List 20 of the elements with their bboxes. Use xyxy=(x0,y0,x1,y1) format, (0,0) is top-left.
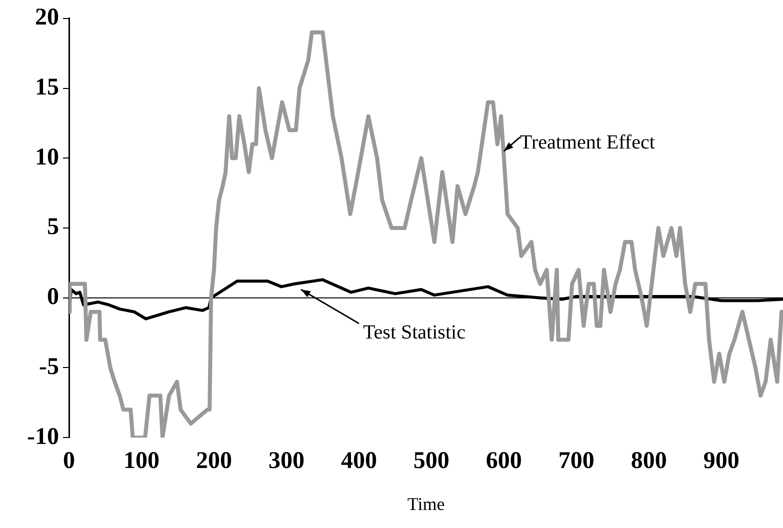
x-tick-label: 900 xyxy=(703,448,740,474)
x-tick-label: 700 xyxy=(558,448,594,474)
x-tick-label: 800 xyxy=(630,448,667,474)
x-tick-label: 600 xyxy=(486,448,522,474)
x-tick-label: 400 xyxy=(340,448,377,474)
y-tick-label: 10 xyxy=(35,144,59,170)
x-tick-label: 300 xyxy=(268,448,304,474)
x-axis-title: Time xyxy=(407,494,445,514)
annotation: Treatment Effect xyxy=(520,131,656,154)
y-tick-label: -5 xyxy=(39,354,59,380)
x-tick-label: 500 xyxy=(413,448,450,474)
annotation: Test Statistic xyxy=(362,322,466,344)
y-tick-label: -10 xyxy=(27,424,59,450)
x-tick-label: 100 xyxy=(123,448,160,474)
y-tick-label: 0 xyxy=(47,284,59,310)
y-tick-label: 20 xyxy=(35,4,59,31)
y-tick-label: 15 xyxy=(35,74,59,100)
y-tick-label: 5 xyxy=(47,214,59,240)
x-tick-label: 200 xyxy=(196,448,232,474)
x-tick-label: 0 xyxy=(63,448,75,474)
